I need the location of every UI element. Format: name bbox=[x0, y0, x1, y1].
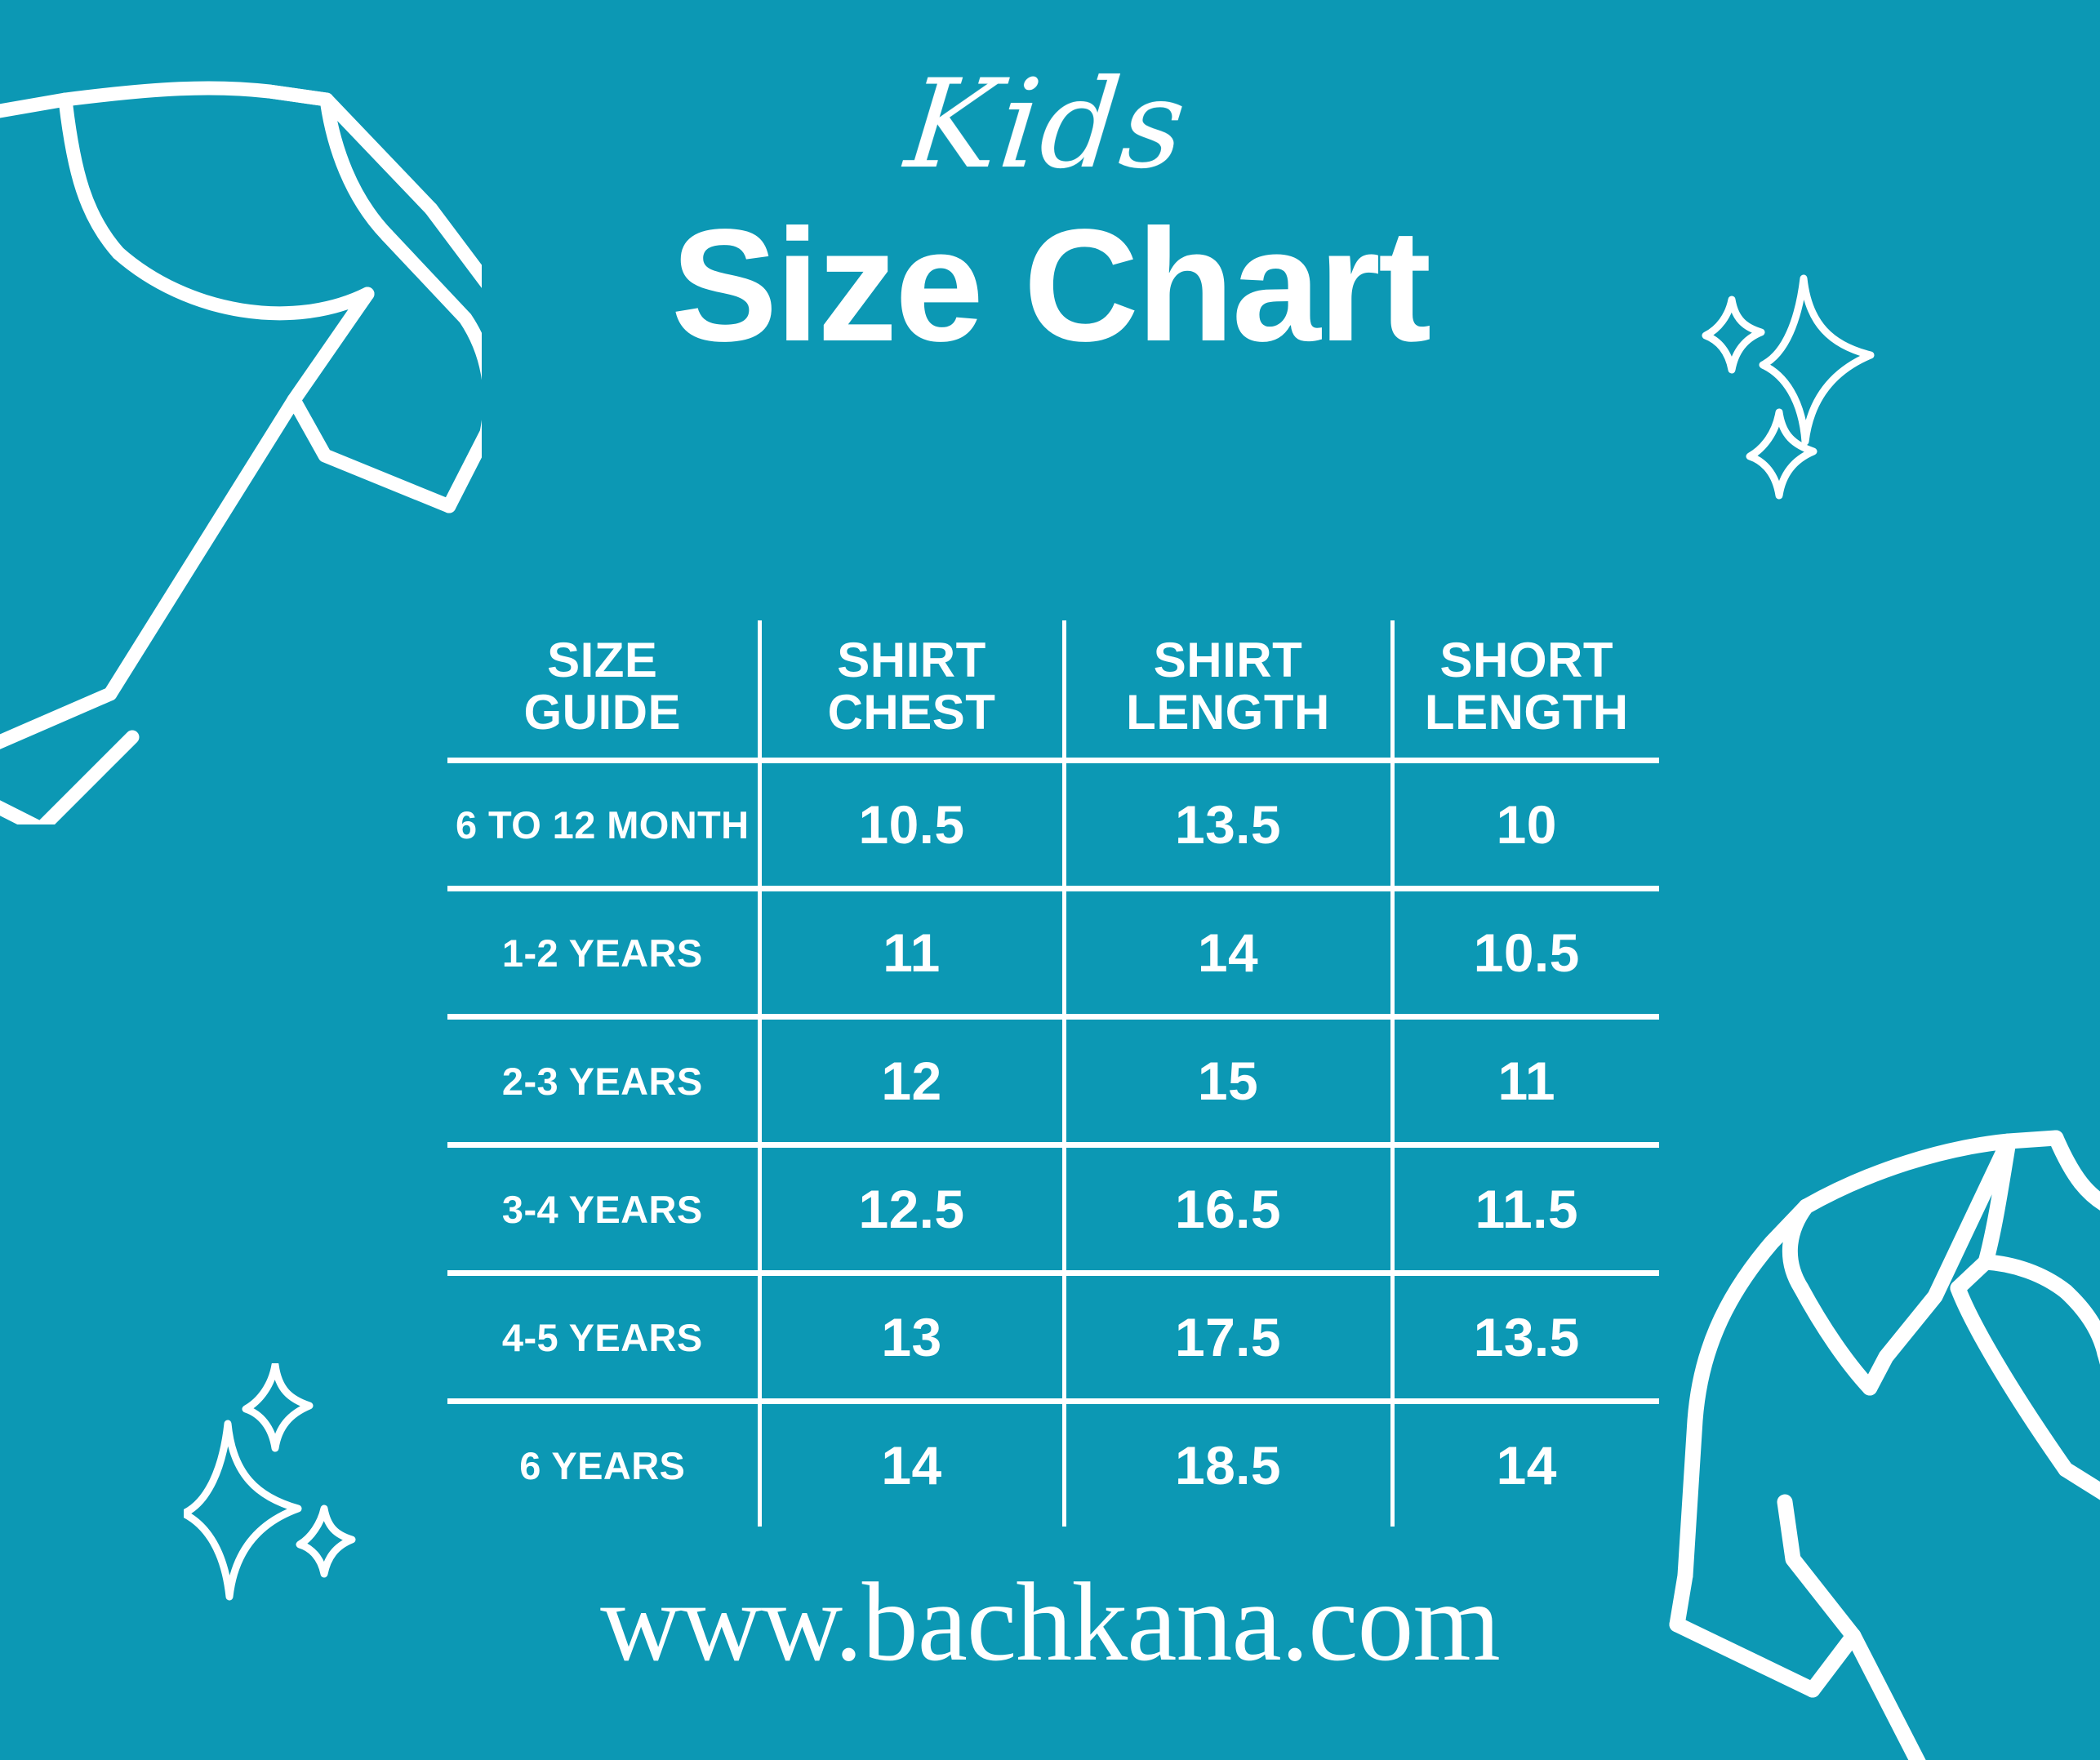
cell-shirt-chest: 12.5 bbox=[757, 1142, 1064, 1273]
cell-shirt-length: 14 bbox=[1061, 886, 1392, 1017]
cell-short-length: 14 bbox=[1390, 1398, 1659, 1527]
cell-shirt-length: 16.5 bbox=[1061, 1142, 1392, 1273]
column-header-line2: GUIDE bbox=[523, 685, 682, 740]
cell-shirt-chest: 10.5 bbox=[757, 758, 1064, 889]
cell-size: 3-4 YEARS bbox=[447, 1142, 759, 1273]
column-header-shirt-chest: SHIRT CHEST bbox=[757, 620, 1064, 761]
table-row: 1-2 YEARS 11 14 10.5 bbox=[447, 886, 1659, 1017]
page-title: Size Chart bbox=[670, 196, 1431, 375]
size-chart-table: SIZE GUIDE SHIRT CHEST SHIRT LENGTH SHOR… bbox=[447, 620, 1659, 1527]
column-header-line2: LENGTH bbox=[1126, 685, 1330, 740]
column-header-line1: SHIRT bbox=[837, 632, 986, 687]
cell-shirt-length: 13.5 bbox=[1061, 758, 1392, 889]
table-row: 6 YEARS 14 18.5 14 bbox=[447, 1398, 1659, 1527]
poster-header: Kids Size Chart bbox=[0, 0, 2100, 366]
column-header-line2: CHEST bbox=[827, 685, 996, 740]
table-row: 6 TO 12 MONTH 10.5 13.5 10 bbox=[447, 758, 1659, 889]
column-header-line1: SHIRT bbox=[1153, 632, 1303, 687]
cell-size: 4-5 YEARS bbox=[447, 1270, 759, 1402]
website-url: www.bachkana.com bbox=[600, 1559, 1501, 1684]
table-row: 4-5 YEARS 13 17.5 13.5 bbox=[447, 1270, 1659, 1402]
cell-short-length: 11 bbox=[1390, 1014, 1659, 1145]
cell-shirt-chest: 13 bbox=[757, 1270, 1064, 1402]
cell-size: 6 TO 12 MONTH bbox=[447, 758, 759, 889]
column-header-line2: LENGTH bbox=[1424, 685, 1629, 740]
cell-shirt-chest: 12 bbox=[757, 1014, 1064, 1145]
column-header-line1: SIZE bbox=[547, 632, 658, 687]
cell-shirt-chest: 14 bbox=[757, 1398, 1064, 1527]
cell-short-length: 10.5 bbox=[1390, 886, 1659, 1017]
cell-shirt-length: 17.5 bbox=[1061, 1270, 1392, 1402]
cell-short-length: 13.5 bbox=[1390, 1270, 1659, 1402]
cell-shirt-length: 15 bbox=[1061, 1014, 1392, 1145]
cell-shirt-length: 18.5 bbox=[1061, 1398, 1392, 1527]
cell-short-length: 11.5 bbox=[1390, 1142, 1659, 1273]
table-row: 3-4 YEARS 12.5 16.5 11.5 bbox=[447, 1142, 1659, 1273]
cell-size: 1-2 YEARS bbox=[447, 886, 759, 1017]
script-title: Kids bbox=[900, 54, 1194, 196]
table-row: 2-3 YEARS 12 15 11 bbox=[447, 1014, 1659, 1145]
cell-size: 6 YEARS bbox=[447, 1398, 759, 1527]
column-header-shirt-length: SHIRT LENGTH bbox=[1061, 620, 1392, 761]
cell-size: 2-3 YEARS bbox=[447, 1014, 759, 1145]
cell-short-length: 10 bbox=[1390, 758, 1659, 889]
column-header-size-guide: SIZE GUIDE bbox=[447, 620, 759, 761]
cell-shirt-chest: 11 bbox=[757, 886, 1064, 1017]
column-header-short-length: SHORT LENGTH bbox=[1390, 620, 1659, 761]
column-header-line1: SHORT bbox=[1439, 632, 1613, 687]
table-header-row: SIZE GUIDE SHIRT CHEST SHIRT LENGTH SHOR… bbox=[447, 620, 1659, 761]
